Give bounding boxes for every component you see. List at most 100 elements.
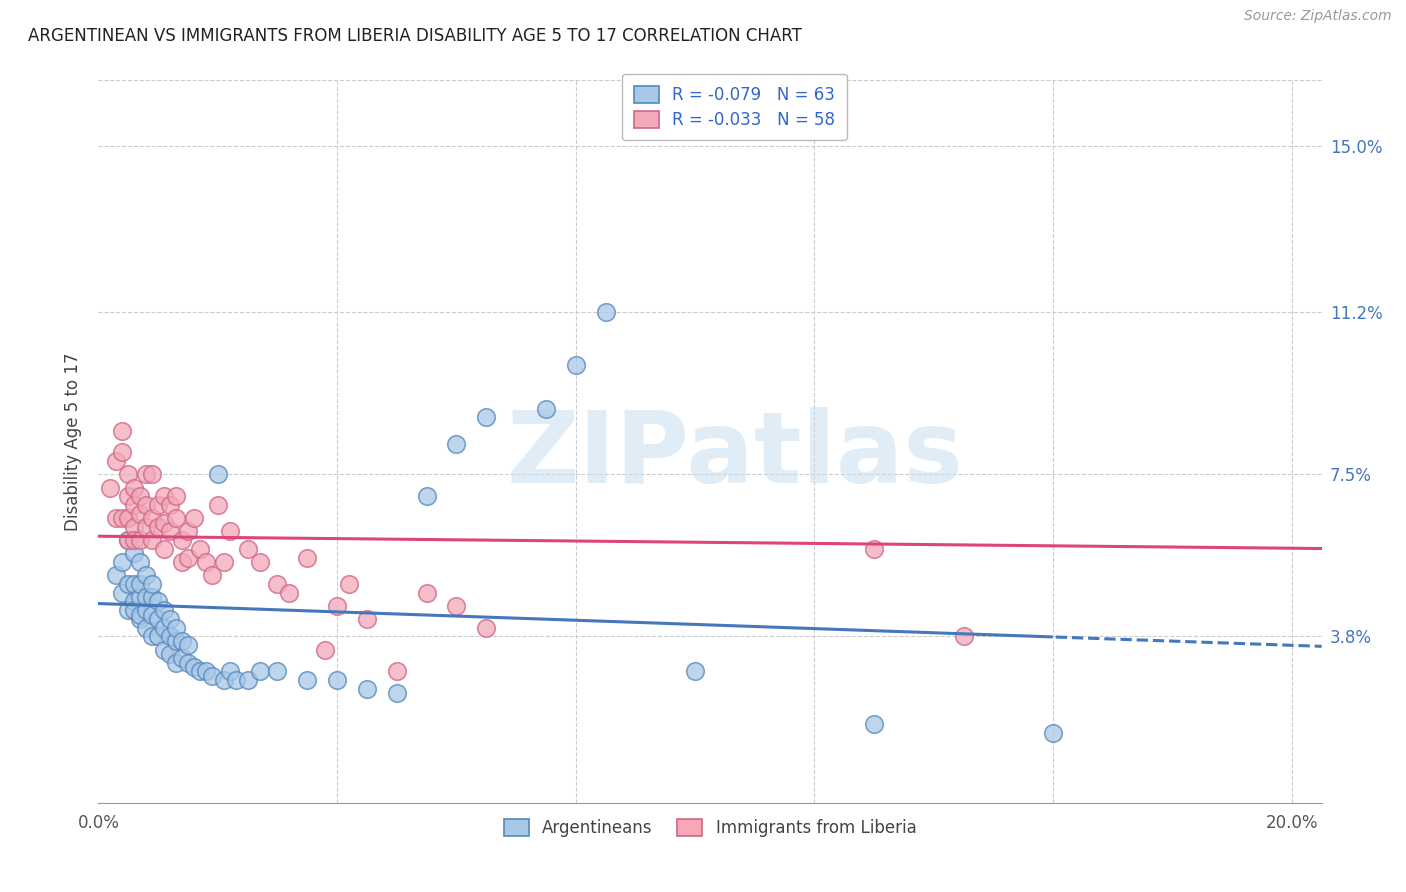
Point xyxy=(952,629,974,643)
Point xyxy=(98,481,121,495)
Point xyxy=(225,673,247,688)
Point xyxy=(117,511,139,525)
Point xyxy=(153,603,176,617)
Point xyxy=(105,454,128,468)
Point xyxy=(201,568,224,582)
Point xyxy=(153,642,176,657)
Point xyxy=(385,665,408,679)
Point xyxy=(1042,725,1064,739)
Point xyxy=(475,410,498,425)
Point xyxy=(122,594,145,608)
Point xyxy=(177,550,200,565)
Point xyxy=(415,585,437,599)
Point xyxy=(153,516,176,530)
Text: ZIPatlas: ZIPatlas xyxy=(506,408,963,505)
Point xyxy=(170,533,193,547)
Point xyxy=(141,590,163,604)
Point xyxy=(129,507,152,521)
Text: ARGENTINEAN VS IMMIGRANTS FROM LIBERIA DISABILITY AGE 5 TO 17 CORRELATION CHART: ARGENTINEAN VS IMMIGRANTS FROM LIBERIA D… xyxy=(28,27,801,45)
Point xyxy=(356,681,378,696)
Point xyxy=(135,603,157,617)
Text: Source: ZipAtlas.com: Source: ZipAtlas.com xyxy=(1244,9,1392,23)
Point xyxy=(117,489,139,503)
Point xyxy=(446,436,468,450)
Point xyxy=(153,489,176,503)
Point xyxy=(188,541,211,556)
Point xyxy=(122,498,145,512)
Point xyxy=(141,629,163,643)
Point xyxy=(297,673,319,688)
Point xyxy=(117,577,139,591)
Point xyxy=(135,621,157,635)
Point xyxy=(111,445,134,459)
Point xyxy=(165,621,187,635)
Point xyxy=(207,467,229,482)
Point xyxy=(122,577,145,591)
Point xyxy=(212,555,235,569)
Point xyxy=(170,651,193,665)
Point xyxy=(177,656,200,670)
Legend: Argentineans, Immigrants from Liberia: Argentineans, Immigrants from Liberia xyxy=(495,810,925,845)
Point xyxy=(146,612,169,626)
Point xyxy=(236,673,259,688)
Point xyxy=(165,511,187,525)
Point xyxy=(146,498,169,512)
Point xyxy=(218,524,240,539)
Point xyxy=(122,603,145,617)
Point xyxy=(266,665,288,679)
Point xyxy=(117,467,139,482)
Point xyxy=(122,520,145,534)
Point xyxy=(278,585,301,599)
Point xyxy=(129,533,152,547)
Point xyxy=(165,656,187,670)
Point xyxy=(153,541,176,556)
Point xyxy=(863,541,886,556)
Point xyxy=(595,305,617,319)
Point xyxy=(177,524,200,539)
Point xyxy=(135,467,157,482)
Point xyxy=(129,577,152,591)
Point xyxy=(194,665,217,679)
Point xyxy=(266,577,288,591)
Point xyxy=(122,481,145,495)
Point xyxy=(475,621,498,635)
Point xyxy=(446,599,468,613)
Point xyxy=(218,665,240,679)
Point xyxy=(129,590,152,604)
Point xyxy=(129,555,152,569)
Point xyxy=(356,612,378,626)
Point xyxy=(326,673,349,688)
Point xyxy=(111,511,134,525)
Point xyxy=(146,520,169,534)
Point xyxy=(146,594,169,608)
Point xyxy=(141,577,163,591)
Point xyxy=(159,498,181,512)
Point xyxy=(159,629,181,643)
Point xyxy=(159,524,181,539)
Point xyxy=(201,669,224,683)
Point xyxy=(297,550,319,565)
Point xyxy=(141,533,163,547)
Point xyxy=(135,590,157,604)
Point xyxy=(105,568,128,582)
Point xyxy=(111,424,134,438)
Point xyxy=(135,568,157,582)
Point xyxy=(135,498,157,512)
Point xyxy=(165,489,187,503)
Point xyxy=(212,673,235,688)
Point xyxy=(236,541,259,556)
Point xyxy=(565,358,588,372)
Point xyxy=(153,621,176,635)
Point xyxy=(141,511,163,525)
Point xyxy=(207,498,229,512)
Point xyxy=(177,638,200,652)
Point xyxy=(117,533,139,547)
Point xyxy=(314,642,336,657)
Point xyxy=(194,555,217,569)
Point xyxy=(129,612,152,626)
Point xyxy=(683,665,706,679)
Point xyxy=(111,585,134,599)
Point xyxy=(863,717,886,731)
Y-axis label: Disability Age 5 to 17: Disability Age 5 to 17 xyxy=(65,352,83,531)
Point xyxy=(117,603,139,617)
